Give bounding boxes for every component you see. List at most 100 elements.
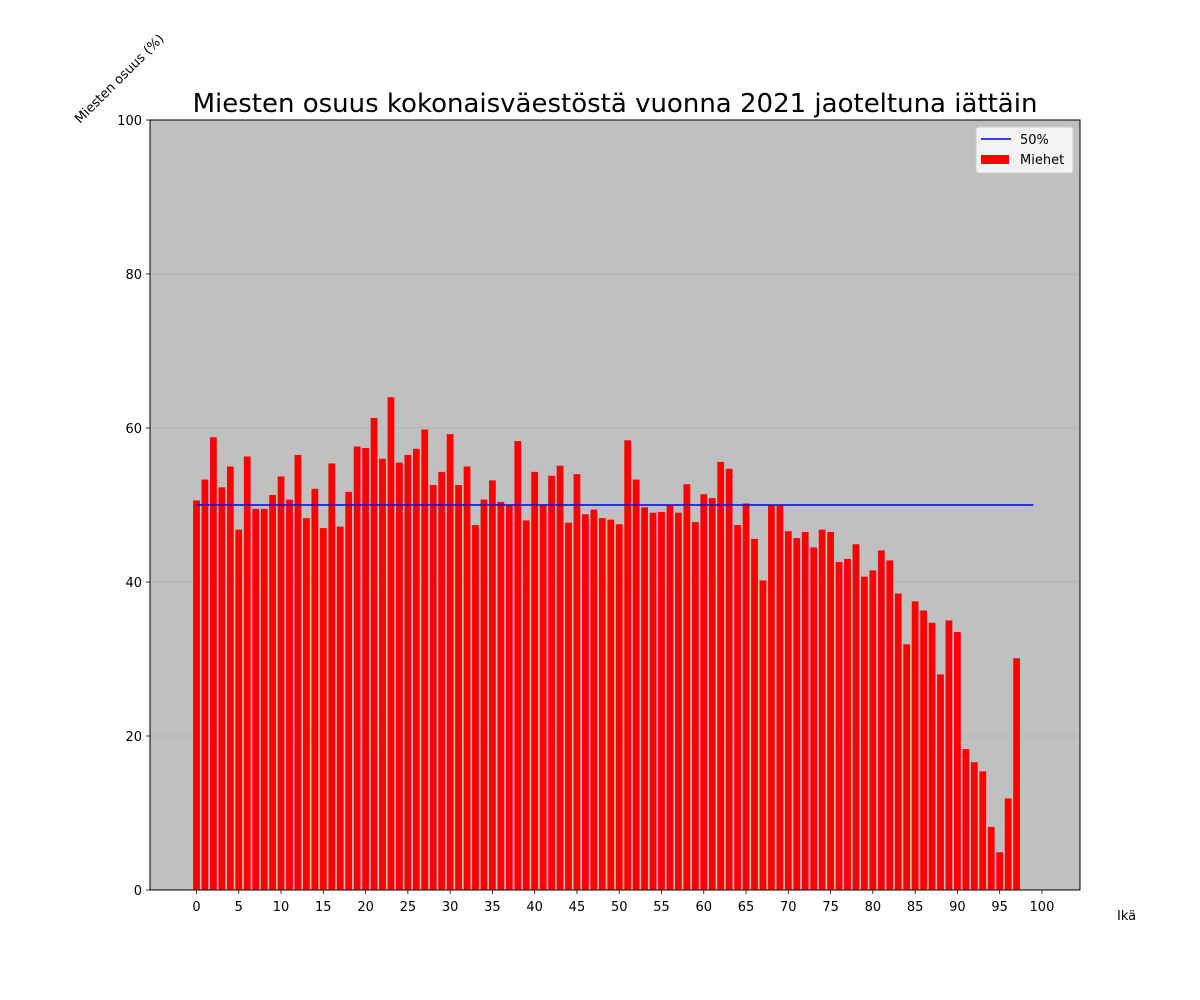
bar-age-56 [666, 505, 674, 890]
bar-age-81 [877, 550, 885, 890]
legend-bar-swatch [981, 155, 1009, 164]
bar-age-16 [328, 463, 336, 890]
bar-age-28 [429, 484, 437, 890]
bar-age-95 [996, 852, 1004, 890]
chart-title: Miesten osuus kokonaisväestöstä vuonna 2… [193, 89, 1038, 119]
bar-age-79 [861, 576, 868, 890]
bar-age-41 [539, 505, 547, 890]
bar-age-93 [979, 771, 987, 890]
x-tick-label-90: 90 [949, 900, 966, 915]
bar-age-74 [818, 529, 826, 890]
bar-age-48 [598, 518, 606, 890]
bar-age-83 [894, 593, 902, 890]
x-tick-label-85: 85 [907, 900, 924, 915]
bar-age-91 [962, 749, 970, 890]
bar-age-65 [742, 503, 750, 890]
bar-age-49 [607, 519, 615, 890]
bar-age-18 [345, 491, 353, 890]
x-tick-label-15: 15 [315, 900, 332, 915]
bar-age-89 [945, 620, 953, 890]
legend-label-50: 50% [1020, 133, 1049, 148]
bar-age-14 [311, 488, 319, 890]
y-axis-ticks: 0 20 40 60 80 100 [117, 114, 150, 899]
bar-age-77 [844, 558, 851, 890]
bar-age-82 [886, 560, 894, 890]
bar-age-54 [649, 512, 657, 890]
bar-age-26 [412, 448, 420, 890]
bar-age-2 [210, 437, 217, 890]
bar-age-22 [379, 458, 386, 890]
bar-age-13 [303, 518, 310, 890]
x-tick-label-10: 10 [273, 900, 290, 915]
bar-age-46 [582, 514, 589, 890]
bar-age-20 [362, 448, 369, 890]
bars [193, 397, 1020, 890]
bar-age-86 [920, 610, 927, 890]
bar-age-44 [565, 522, 572, 890]
bar-age-25 [404, 454, 412, 890]
bar-age-92 [970, 762, 978, 890]
bar-age-29 [438, 471, 446, 890]
bar-age-62 [717, 461, 725, 890]
bar-age-80 [869, 570, 877, 890]
bar-age-6 [243, 456, 251, 890]
y-tick-label-0: 0 [134, 884, 142, 899]
bar-age-7 [252, 508, 260, 890]
x-tick-label-55: 55 [653, 900, 670, 915]
x-axis-ticks: 0 5 10 15 20 25 30 35 40 45 50 55 60 65 70 75 80 85 90 95 10… [192, 890, 1054, 915]
bar-age-97 [1013, 658, 1020, 890]
bar-age-23 [387, 397, 395, 890]
bar-age-58 [683, 484, 691, 890]
bar-age-33 [472, 525, 479, 890]
x-axis-label: Ikä [1117, 909, 1136, 924]
x-tick-label-45: 45 [569, 900, 586, 915]
bar-age-38 [514, 441, 522, 890]
bar-age-32 [463, 466, 471, 890]
y-tick-label-80: 80 [125, 268, 142, 283]
bar-age-34 [480, 499, 488, 890]
bar-age-94 [987, 826, 995, 890]
legend: 50% Miehet [975, 126, 1074, 174]
x-tick-label-75: 75 [822, 900, 839, 915]
bar-age-19 [353, 446, 361, 890]
bar-age-5 [235, 529, 243, 890]
bar-age-43 [556, 465, 564, 890]
bar-age-63 [725, 468, 733, 890]
bar-age-30 [446, 434, 454, 890]
bar-age-52 [632, 479, 640, 890]
bar-age-76 [835, 561, 843, 890]
y-tick-label-100: 100 [117, 114, 142, 129]
x-tick-label-5: 5 [235, 900, 243, 915]
x-tick-label-60: 60 [695, 900, 712, 915]
bar-age-37 [505, 505, 513, 890]
bar-age-51 [624, 440, 632, 890]
bar-age-66 [751, 538, 758, 890]
bar-age-70 [784, 531, 792, 890]
bar-age-59 [691, 521, 699, 890]
bar-age-10 [277, 476, 285, 890]
bar-age-67 [759, 580, 767, 890]
bar-age-64 [734, 525, 741, 890]
x-tick-label-40: 40 [526, 900, 543, 915]
bar-age-42 [548, 475, 555, 890]
x-tick-label-70: 70 [780, 900, 797, 915]
plot-frame [149, 119, 1081, 891]
y-tick-label-60: 60 [125, 422, 142, 437]
bar-age-75 [827, 531, 834, 890]
bar-age-69 [776, 505, 784, 890]
bar-age-40 [531, 471, 539, 890]
bar-age-4 [226, 466, 234, 890]
bar-age-84 [903, 644, 911, 890]
bar-age-11 [286, 499, 293, 890]
x-tick-label-65: 65 [738, 900, 755, 915]
bar-age-12 [294, 454, 302, 890]
bar-age-61 [708, 498, 716, 890]
bar-age-73 [810, 547, 818, 890]
bar-age-50 [615, 524, 623, 890]
bar-age-39 [522, 520, 530, 890]
bar-age-9 [269, 494, 276, 890]
x-tick-label-0: 0 [192, 900, 200, 915]
bar-age-45 [573, 474, 581, 890]
bar-age-27 [421, 429, 429, 890]
